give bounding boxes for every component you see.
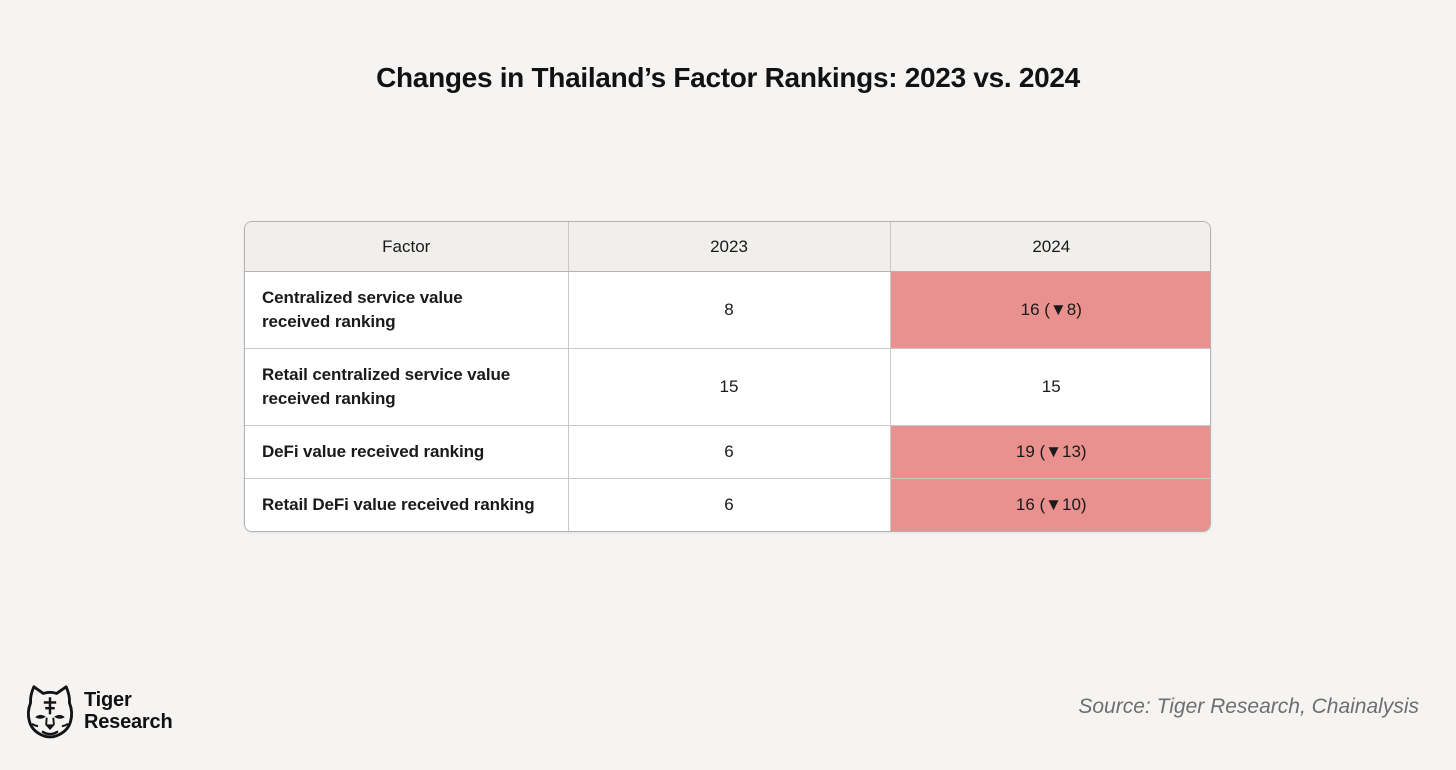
value-2024-declined: 19 (▼13) — [890, 425, 1210, 479]
factor-line: received ranking — [262, 389, 396, 408]
tiger-research-logo: Tiger Research — [23, 683, 173, 740]
table-header-row: Factor 2023 2024 — [245, 222, 1210, 272]
table-row: Retail centralized service value received… — [245, 348, 1210, 426]
col-header-2024: 2024 — [890, 222, 1210, 272]
tiger-face-icon — [26, 685, 74, 739]
value-2023: 6 — [568, 478, 891, 531]
table-row: Retail DeFi value received ranking 6 16 (▼… — [245, 478, 1210, 531]
value-2023: 15 — [568, 348, 891, 426]
value-2024-declined: 16 (▼10) — [890, 478, 1210, 531]
factor-cell: DeFi value received ranking — [245, 425, 569, 479]
rankings-table: Factor 2023 2024 Centralized service val… — [244, 221, 1211, 532]
factor-cell: Centralized service value received rankin… — [245, 271, 569, 349]
logo-text-line2: Research — [84, 710, 173, 733]
col-header-2023: 2023 — [568, 222, 891, 272]
value-2023: 8 — [568, 271, 891, 349]
value-2024: 15 — [890, 348, 1210, 426]
source-attribution: Source: Tiger Research, Chainalysis — [1078, 695, 1419, 718]
logo-text-line1: Tiger — [84, 689, 132, 711]
page-title: Changes in Thailand’s Factor Rankings: 2… — [376, 62, 1080, 93]
col-header-factor: Factor — [245, 222, 569, 272]
factor-line: Retail centralized service value — [262, 365, 511, 384]
factor-line: Retail DeFi value received ranking — [262, 495, 535, 514]
table-row: DeFi value received ranking 6 19 (▼13) — [245, 425, 1210, 479]
table-row: Centralized service value received rankin… — [245, 271, 1210, 349]
factor-line: received ranking — [262, 312, 396, 331]
factor-line: DeFi value received ranking — [262, 442, 485, 461]
factor-cell: Retail centralized service value received… — [245, 348, 569, 426]
value-2024-declined: 16 (▼8) — [890, 271, 1210, 349]
value-2023: 6 — [568, 425, 891, 479]
rankings-table-grid: Factor 2023 2024 Centralized service val… — [245, 222, 1210, 531]
factor-cell: Retail DeFi value received ranking — [245, 478, 569, 531]
logo-wordmark: Tiger Research — [84, 689, 173, 733]
factor-line: Centralized service value — [262, 288, 463, 307]
